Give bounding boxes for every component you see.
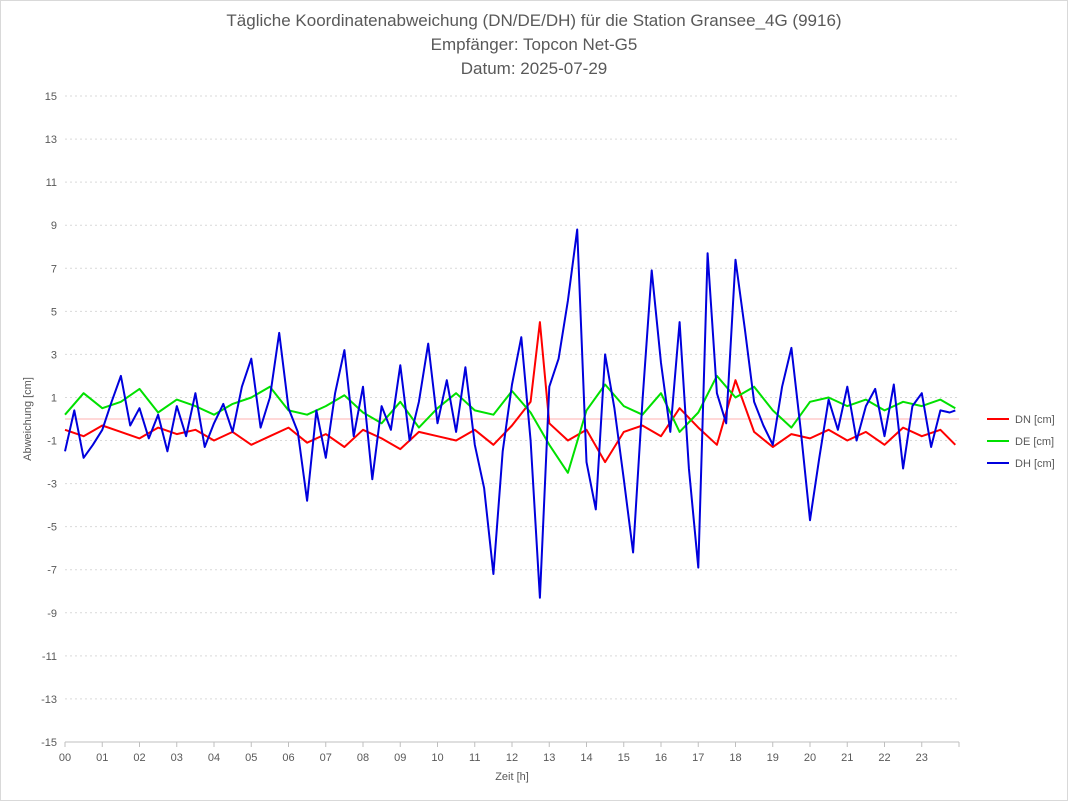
x-tick-label: 17 (692, 752, 704, 764)
y-tick-label: -13 (41, 694, 57, 706)
legend-label-dn: DN [cm] (1015, 414, 1055, 426)
x-tick-label: 03 (171, 752, 183, 764)
y-tick-label: -9 (47, 608, 57, 620)
x-tick-label: 20 (804, 752, 816, 764)
y-tick-label: 7 (51, 263, 57, 275)
y-tick-label: -15 (41, 737, 57, 749)
x-tick-label: 23 (916, 752, 928, 764)
series-line-dh (64, 228, 956, 599)
y-tick-label: 9 (51, 220, 57, 232)
y-tick-label: 11 (46, 177, 57, 189)
x-tick-label: 15 (618, 752, 630, 764)
chart-subtitle-receiver: Empfänger: Topcon Net-G5 (430, 35, 638, 54)
x-tick-label: 21 (841, 752, 853, 764)
x-tick-label: 08 (357, 752, 369, 764)
legend-label-de: DE [cm] (1015, 436, 1054, 448)
x-tick-label: 16 (655, 752, 667, 764)
legend-label-dh: DH [cm] (1015, 458, 1055, 470)
x-tick-label: 19 (767, 752, 779, 764)
x-tick-label: 04 (208, 752, 220, 764)
x-tick-label: 02 (133, 752, 145, 764)
x-tick-label: 07 (320, 752, 332, 764)
y-tick-label: 13 (45, 134, 57, 146)
x-tick-label: 14 (580, 752, 592, 764)
y-tick-label: 3 (51, 349, 57, 361)
x-tick-label: 06 (282, 752, 294, 764)
x-tick-label: 01 (96, 752, 108, 764)
y-tick-label: -1 (47, 436, 57, 448)
y-tick-label: 5 (51, 306, 57, 318)
x-tick-label: 00 (59, 752, 71, 764)
y-tick-label: -11 (42, 651, 57, 663)
series-line-de (64, 374, 956, 474)
y-axis-title: Abweichung [cm] (22, 377, 34, 461)
x-tick-label: 18 (729, 752, 741, 764)
x-tick-label: 11 (469, 752, 480, 764)
chart-title: Tägliche Koordinatenabweichung (DN/DE/DH… (226, 11, 842, 30)
y-tick-label: -3 (47, 479, 57, 491)
x-tick-label: 22 (878, 752, 890, 764)
series-line-dn (64, 321, 957, 464)
x-tick-label: 13 (543, 752, 555, 764)
x-tick-label: 12 (506, 752, 518, 764)
y-tick-label: 15 (45, 91, 57, 103)
chart-subtitle-date: Datum: 2025-07-29 (460, 59, 608, 78)
x-tick-label: 10 (431, 752, 443, 764)
x-axis-title: Zeit [h] (495, 771, 529, 783)
y-tick-label: 1 (51, 392, 57, 404)
y-tick-label: -5 (47, 522, 57, 534)
y-tick-label: -7 (47, 565, 57, 577)
x-tick-label: 05 (245, 752, 257, 764)
x-tick-label: 09 (394, 752, 406, 764)
